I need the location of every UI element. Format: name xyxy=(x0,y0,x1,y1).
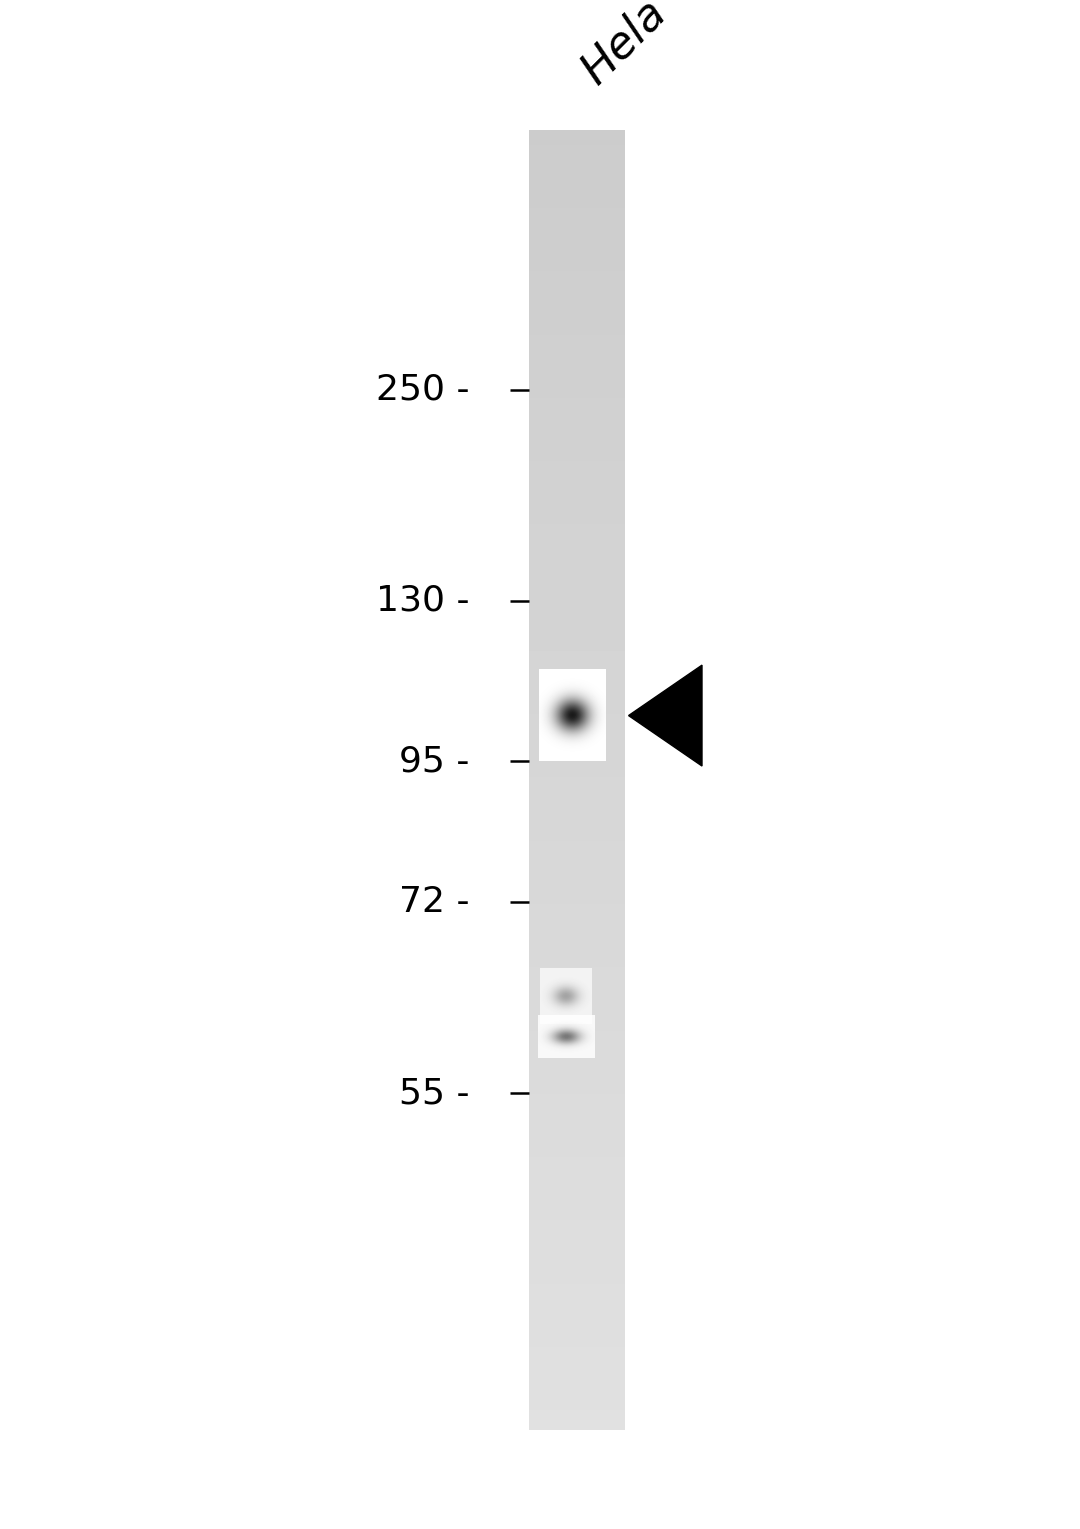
Text: Hela: Hela xyxy=(573,0,675,92)
Polygon shape xyxy=(629,665,702,766)
Text: 250 -: 250 - xyxy=(376,373,470,407)
Text: 72 -: 72 - xyxy=(400,885,470,919)
Text: 130 -: 130 - xyxy=(376,584,470,618)
Text: 55 -: 55 - xyxy=(400,1076,470,1110)
Text: 95 -: 95 - xyxy=(400,745,470,778)
